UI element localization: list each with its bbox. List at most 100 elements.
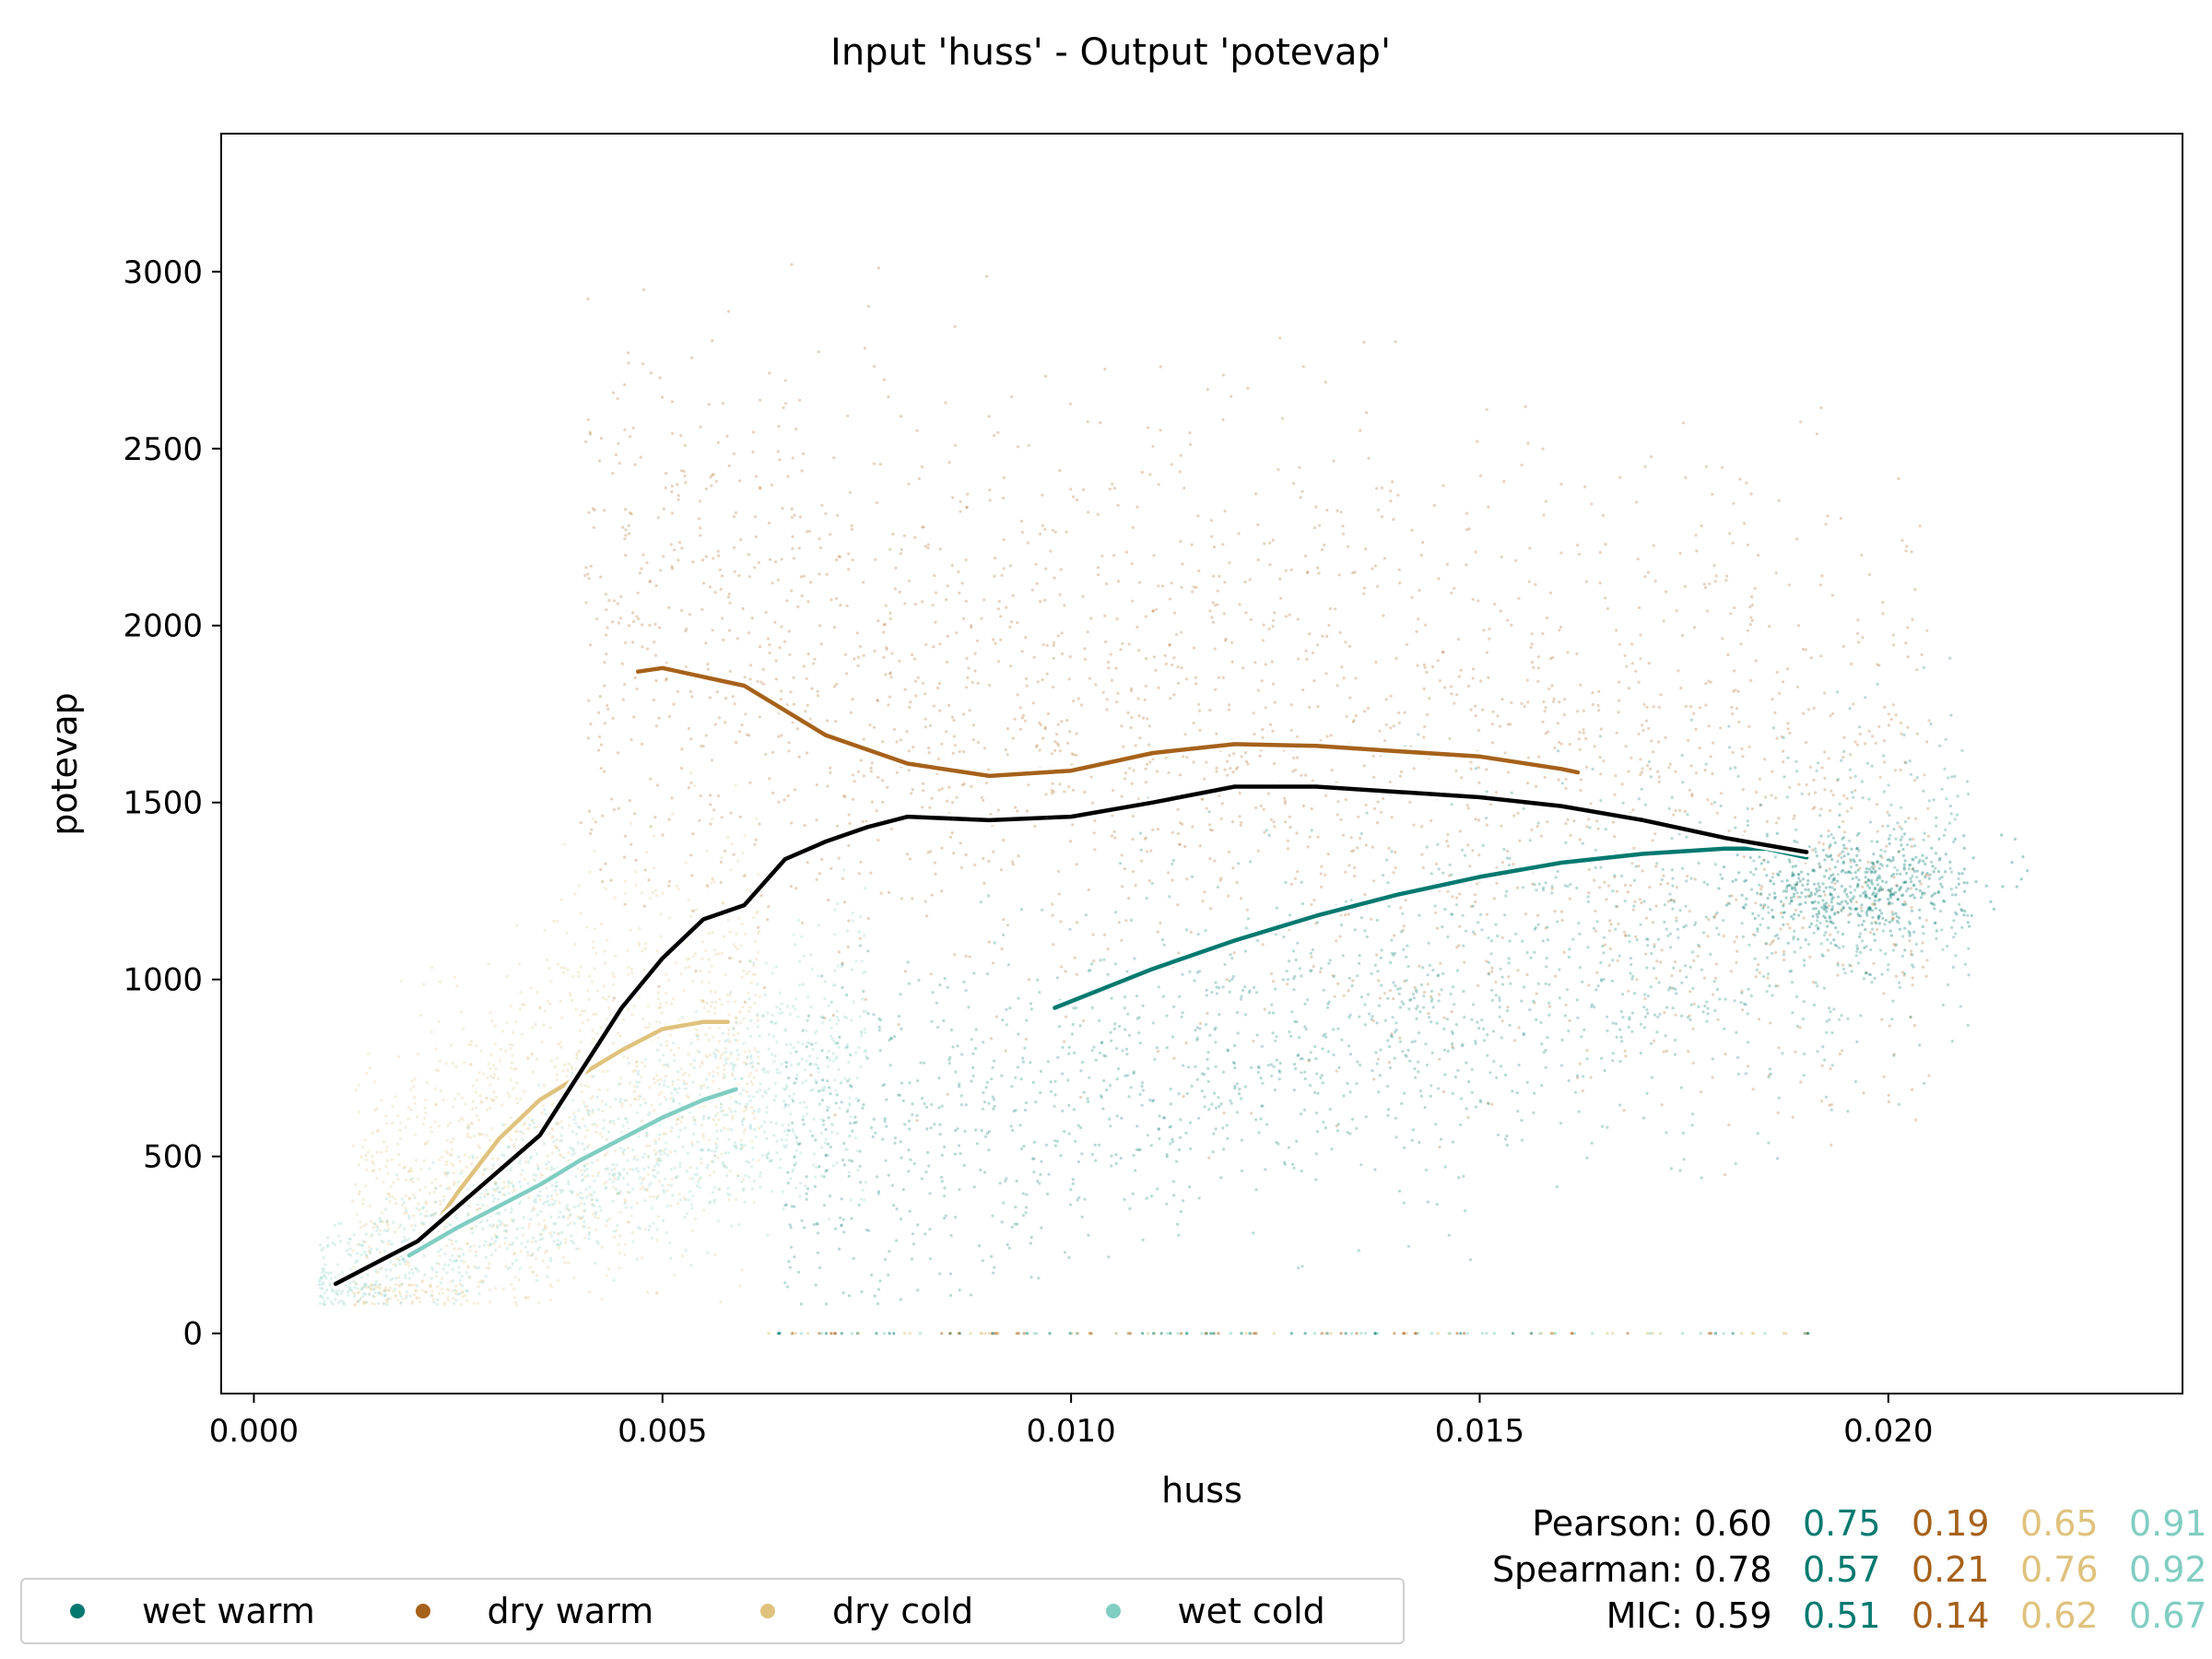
scatter-point <box>633 1098 637 1101</box>
scatter-point <box>641 362 645 366</box>
scatter-point <box>470 1162 474 1166</box>
scatter-point <box>1628 1018 1631 1021</box>
scatter-point <box>1535 913 1540 917</box>
scatter-point <box>499 1047 503 1052</box>
scatter-point <box>1226 1049 1230 1053</box>
scatter-point <box>1225 1124 1229 1127</box>
scatter-point <box>1382 796 1385 801</box>
scatter-point <box>1628 940 1631 944</box>
scatter-point <box>1113 911 1118 914</box>
scatter-point <box>1474 900 1477 904</box>
scatter-point <box>606 938 609 942</box>
scatter-point <box>727 1198 731 1202</box>
scatter-point <box>1704 762 1708 766</box>
scatter-point <box>599 1026 603 1030</box>
scatter-point <box>1335 1069 1338 1073</box>
scatter-point <box>870 800 875 804</box>
scatter-point <box>798 398 802 402</box>
scatter-point <box>540 1111 544 1115</box>
scatter-point <box>1568 1018 1571 1023</box>
scatter-point <box>387 1194 391 1198</box>
scatter-point <box>1746 806 1749 811</box>
scatter-point <box>647 1155 651 1159</box>
scatter-point <box>1926 834 1931 838</box>
scatter-point <box>1002 476 1006 479</box>
scatter-point <box>704 641 708 645</box>
scatter-point <box>724 972 727 977</box>
scatter-point <box>493 1042 497 1046</box>
scatter-point <box>1312 899 1316 902</box>
scatter-point <box>999 868 1004 872</box>
scatter-point <box>794 1050 798 1053</box>
scatter-point <box>605 1180 608 1183</box>
scatter-point <box>603 509 606 512</box>
scatter-point <box>478 1206 482 1210</box>
scatter-point <box>1178 842 1182 846</box>
scatter-point <box>400 1282 404 1286</box>
scatter-point <box>1625 665 1629 668</box>
scatter-point <box>671 812 675 816</box>
scatter-point <box>906 960 910 964</box>
scatter-point <box>1733 606 1736 610</box>
scatter-point <box>877 619 880 623</box>
scatter-point <box>1130 562 1134 566</box>
scatter-point <box>927 751 931 755</box>
scatter-point <box>486 1077 489 1080</box>
scatter-point <box>371 1226 375 1230</box>
scatter-point <box>542 1083 547 1087</box>
scatter-point <box>826 719 830 723</box>
scatter-point <box>1066 741 1070 745</box>
scatter-point <box>1450 692 1453 696</box>
scatter-point <box>402 1166 406 1170</box>
scatter-point <box>1853 789 1857 793</box>
scatter-point <box>1195 1077 1199 1081</box>
scatter-point <box>1393 951 1396 955</box>
scatter-point <box>1301 365 1305 369</box>
scatter-point <box>1706 883 1710 887</box>
scatter-point <box>605 1274 608 1277</box>
scatter-point <box>1110 834 1113 838</box>
scatter-point <box>1338 935 1342 938</box>
scatter-point <box>1451 1031 1454 1036</box>
scatter-point <box>743 1104 747 1108</box>
scatter-point <box>1736 774 1740 778</box>
scatter-point <box>1788 731 1792 735</box>
scatter-point <box>843 795 847 799</box>
scatter-point <box>1410 595 1414 599</box>
scatter-point <box>611 999 615 1003</box>
scatter-point <box>790 263 794 266</box>
scatter-point <box>787 1077 791 1080</box>
scatter-point <box>1912 965 1915 969</box>
scatter-point <box>767 521 771 525</box>
scatter-point <box>629 512 633 516</box>
scatter-point <box>1138 1041 1142 1045</box>
scatter-point <box>842 794 846 798</box>
scatter-point <box>1464 1209 1467 1213</box>
scatter-point <box>453 1247 456 1251</box>
scatter-point <box>1098 1052 1102 1055</box>
scatter-point <box>365 1071 369 1075</box>
scatter-point <box>672 1053 677 1057</box>
scatter-point <box>643 1026 647 1030</box>
scatter-point <box>824 1154 828 1158</box>
scatter-point <box>797 755 801 759</box>
scatter-point <box>986 894 991 898</box>
scatter-point <box>1639 772 1642 777</box>
scatter-point <box>1552 697 1556 700</box>
scatter-point <box>1802 1000 1806 1004</box>
scatter-point <box>591 817 594 821</box>
scatter-point <box>1460 776 1464 780</box>
scatter-point <box>791 456 794 460</box>
scatter-point <box>649 579 653 583</box>
scatter-point <box>970 1079 973 1083</box>
scatter-point <box>1147 879 1151 883</box>
scatter-point <box>1599 865 1603 869</box>
scatter-point <box>1937 877 1941 881</box>
scatter-point <box>1515 886 1520 889</box>
scatter-point <box>664 486 668 490</box>
scatter-point <box>1547 1001 1551 1005</box>
scatter-point <box>600 1245 605 1249</box>
scatter-point <box>1301 688 1305 692</box>
scatter-point <box>959 865 963 870</box>
